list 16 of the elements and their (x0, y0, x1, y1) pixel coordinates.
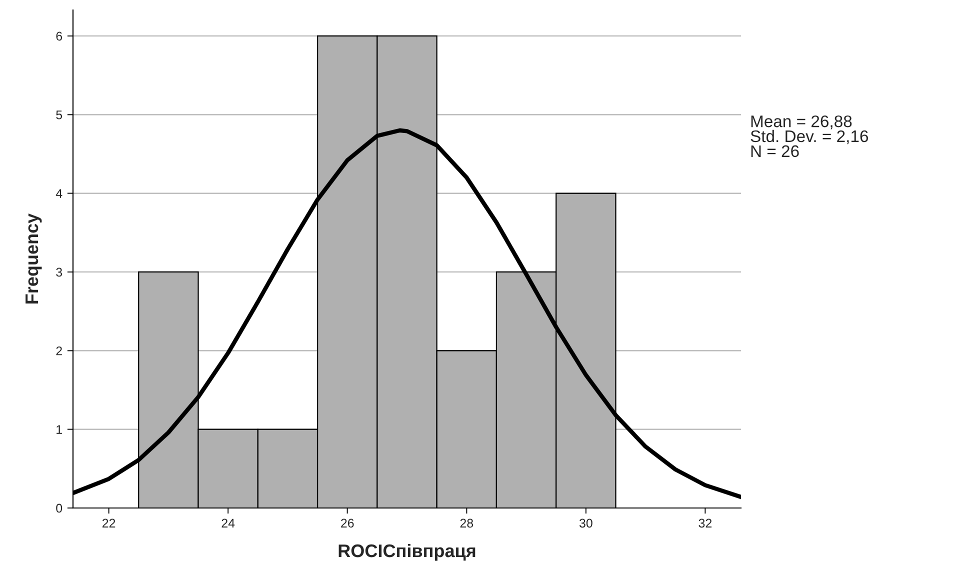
x-tick-label: 32 (698, 518, 712, 528)
x-tick-label: 22 (102, 518, 116, 528)
x-tick-label: 28 (460, 518, 474, 528)
y-axis-title: Frequency (26, 213, 42, 304)
y-tick-label: 1 (56, 425, 62, 434)
x-tick-label: 26 (341, 518, 354, 528)
y-tick-label: 5 (56, 110, 62, 120)
y-tick-label: 3 (56, 268, 62, 277)
y-tick-label: 4 (56, 189, 62, 198)
y-tick-label: 0 (56, 504, 62, 513)
y-tick-label: 6 (56, 32, 62, 41)
y-tick-label: 2 (56, 346, 62, 356)
x-tick-label: 24 (222, 518, 235, 528)
text: Mean = 26,88 Std. Dev. = 2,16 N = 26 (750, 115, 868, 158)
x-axis-title: ROCIСпівпраця (338, 544, 476, 561)
x-tick-label: 30 (579, 518, 592, 528)
